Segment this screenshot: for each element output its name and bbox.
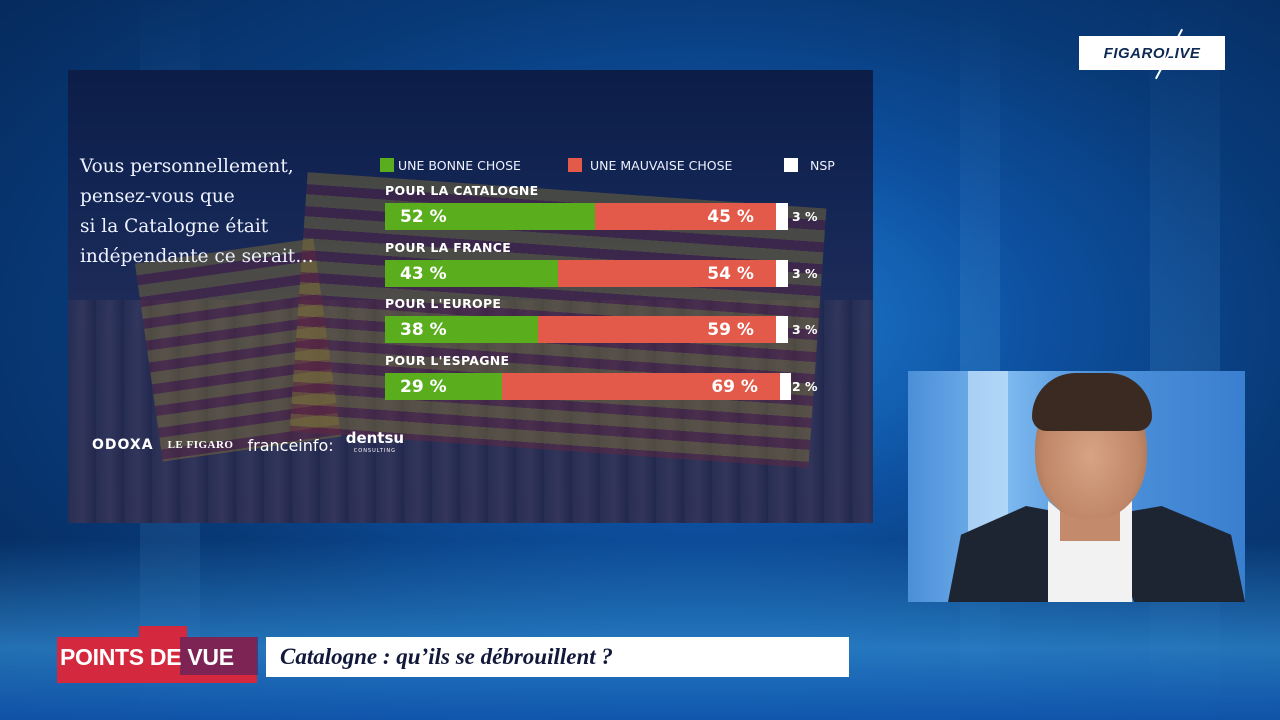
legend-swatch-green <box>380 158 394 172</box>
nsp-value-label: 3 % <box>792 322 818 337</box>
bar-segment-bad: 45 % <box>594 203 776 230</box>
bar-segment-nsp <box>775 260 788 287</box>
bar-segment-bad: 54 % <box>558 260 776 287</box>
show-badge-text: POINTS DE VUE <box>60 644 234 670</box>
data-label: 38 % <box>400 319 447 340</box>
category-label: POUR LA CATALOGNE <box>385 183 539 198</box>
figarolive-logo: FIGAROLIVE <box>1079 28 1225 80</box>
bar-segment-good: 29 % <box>385 373 502 400</box>
data-label: 29 % <box>400 376 447 397</box>
badge-accent <box>180 637 258 675</box>
category-label: POUR L'ESPAGNE <box>385 353 510 368</box>
question-line: pensez-vous que <box>80 186 235 207</box>
legend-label: UNE MAUVAISE CHOSE <box>590 157 733 173</box>
bar-segment-bad: 59 % <box>538 316 776 343</box>
bar-segment-good: 38 % <box>385 316 539 343</box>
data-label: 69 % <box>711 376 758 397</box>
nsp-value-label: 3 % <box>792 266 818 281</box>
source-dentsu: dentsu CONSULTING <box>345 429 405 458</box>
panel-overlay <box>68 70 873 523</box>
legend-bad: UNE MAUVAISE CHOSE <box>568 157 732 173</box>
question-line: Vous personnellement, <box>80 156 294 177</box>
bar-segment-good: 52 % <box>385 203 595 230</box>
stacked-bar: 29 % 69 % <box>385 373 791 400</box>
stacked-bar: 38 % 59 % <box>385 316 788 343</box>
question-line: si la Catalogne était <box>80 216 269 237</box>
legend-swatch-white <box>784 158 798 172</box>
poll-sources: ODOXA LE FIGARO franceinfo: dentsu CONSU… <box>92 429 405 458</box>
bar-segment-nsp <box>775 316 788 343</box>
data-label: 54 % <box>707 263 754 284</box>
legend-label: UNE BONNE CHOSE <box>398 157 521 173</box>
bar-segment-nsp <box>775 203 788 230</box>
badge-tab <box>139 626 187 637</box>
nsp-value-label: 2 % <box>792 379 818 394</box>
stacked-bar: 43 % 54 % <box>385 260 788 287</box>
legend-nsp: NSP <box>784 157 835 173</box>
segment-title: Catalogne : qu’ils se débrouillent ? <box>280 644 613 669</box>
legend-label: NSP <box>810 157 835 173</box>
question-line: indépendante ce serait… <box>80 246 314 267</box>
category-label: POUR LA FRANCE <box>385 240 512 255</box>
bar-segment-good: 43 % <box>385 260 559 287</box>
segment-title-bar: Catalogne : qu’ils se débrouillent ? <box>266 637 849 677</box>
bar-segment-nsp <box>779 373 791 400</box>
bar-segment-bad: 69 % <box>501 373 780 400</box>
data-label: 43 % <box>400 263 447 284</box>
data-label: 59 % <box>707 319 754 340</box>
category-label: POUR L'EUROPE <box>385 296 502 311</box>
legend-swatch-red <box>568 158 582 172</box>
logo-text: FIGAROLIVE <box>1103 44 1201 62</box>
data-label: 45 % <box>707 206 754 227</box>
poll-panel: Vous personnellement, pensez-vous que si… <box>68 70 873 523</box>
poll-question: Vous personnellement, pensez-vous que si… <box>80 152 340 272</box>
guest-video <box>908 371 1245 602</box>
guest-hair <box>1032 373 1152 431</box>
legend-good: UNE BONNE CHOSE <box>380 157 521 173</box>
dentsu-subtext: CONSULTING <box>353 448 397 454</box>
nsp-value-label: 3 % <box>792 209 818 224</box>
data-label: 52 % <box>400 206 447 227</box>
source-le-figaro: LE FIGARO <box>167 439 234 451</box>
source-franceinfo: franceinfo: <box>247 435 334 455</box>
dentsu-text: dentsu <box>345 429 405 447</box>
source-odoxa: ODOXA <box>92 437 154 453</box>
stacked-bar: 52 % 45 % <box>385 203 788 230</box>
